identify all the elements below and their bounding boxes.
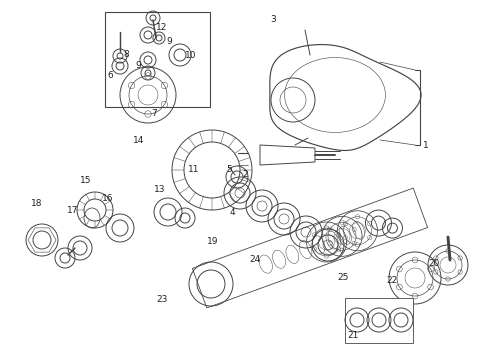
Text: 16: 16 xyxy=(102,194,114,203)
Text: 10: 10 xyxy=(185,51,197,60)
Text: 24: 24 xyxy=(249,256,260,264)
Text: 19: 19 xyxy=(207,237,219,246)
Text: 17: 17 xyxy=(67,206,78,215)
Text: 22: 22 xyxy=(387,276,397,284)
Text: 9: 9 xyxy=(135,61,141,70)
Bar xyxy=(345,298,413,343)
Text: 3: 3 xyxy=(270,15,276,24)
Text: 7: 7 xyxy=(151,109,157,118)
Text: 12: 12 xyxy=(156,23,168,32)
Text: 13: 13 xyxy=(153,185,165,194)
Text: 1: 1 xyxy=(423,141,429,150)
Text: 8: 8 xyxy=(123,50,129,59)
Text: 23: 23 xyxy=(156,295,168,304)
Text: 4: 4 xyxy=(230,208,236,217)
Text: 20: 20 xyxy=(428,259,440,268)
Text: 21: 21 xyxy=(347,331,359,340)
Bar xyxy=(105,12,210,107)
Text: 9: 9 xyxy=(166,37,172,46)
Text: 18: 18 xyxy=(31,199,43,208)
Text: 15: 15 xyxy=(80,176,92,185)
Text: 11: 11 xyxy=(188,165,199,174)
Text: 6: 6 xyxy=(107,71,113,80)
Text: 2: 2 xyxy=(242,170,248,179)
Text: 14: 14 xyxy=(132,136,144,145)
Text: 25: 25 xyxy=(337,274,349,282)
Text: 5: 5 xyxy=(226,165,232,174)
